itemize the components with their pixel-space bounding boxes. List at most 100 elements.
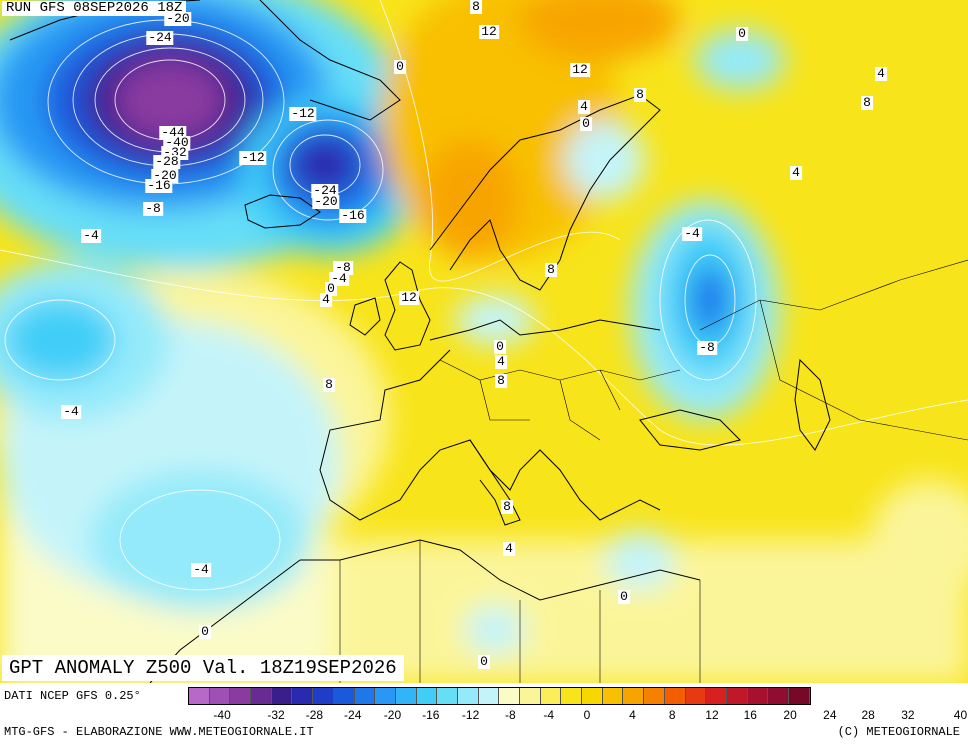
anomaly-map (0, 0, 968, 683)
contour-label: 12 (570, 62, 590, 77)
credit-right: (C) METEOGIORNALE (837, 725, 960, 739)
contour-label: -4 (191, 562, 211, 577)
color-swatch (313, 688, 334, 704)
scale-tick-label: -8 (504, 708, 516, 722)
contour-label: 8 (470, 0, 482, 14)
map-title: GPT ANOMALY Z500 Val. 18Z19SEP2026 (2, 655, 404, 681)
scale-tick-label: -16 (422, 708, 440, 722)
color-scale-ticks: -40 -32 -28 -24 -20 -16 -12 -8 -4 0 4 8 12 16 20 24 28 32… (188, 708, 968, 722)
contour-label: 8 (495, 373, 507, 388)
western-europe-coast (319, 319, 661, 521)
color-scale (188, 687, 811, 705)
contour-label: 8 (634, 87, 646, 102)
scale-tick-label: 8 (668, 708, 676, 722)
contour-label: -24 (146, 30, 174, 45)
scale-tick-label: -12 (461, 708, 480, 722)
scale-tick-label: 16 (743, 708, 757, 722)
contour-label: -24 (311, 183, 339, 198)
scale-tick-label: 20 (783, 708, 797, 722)
britain-coast (384, 261, 431, 351)
contour-label: 4 (875, 66, 887, 81)
contour-label: 0 (394, 59, 406, 74)
scale-tick-label: 24 (823, 708, 837, 722)
color-swatch (416, 688, 438, 704)
contour-label: -16 (145, 178, 173, 193)
contour-label: 12 (479, 24, 499, 39)
contour-label: 8 (861, 95, 873, 110)
scale-tick-label: 4 (629, 708, 636, 722)
color-swatch (520, 688, 541, 704)
contour-label: -28 (153, 154, 181, 169)
scale-tick-label: -32 (267, 708, 285, 722)
color-swatch (251, 688, 272, 704)
contour-label: -20 (312, 194, 340, 209)
contour-label: -4 (682, 226, 702, 241)
contour-label: 0 (736, 26, 748, 41)
contour-label: -4 (81, 228, 101, 243)
color-swatch (395, 688, 417, 704)
contour-label: 4 (320, 292, 332, 307)
run-info: RUN GFS 08SEP2026 18Z (2, 1, 187, 16)
legend-bar: DATI NCEP GFS 0.25° -40 -32 -28 -24 -20 -16 -1… (0, 683, 968, 745)
color-swatch (685, 688, 707, 704)
contour-label: -20 (164, 11, 192, 26)
color-swatch (788, 688, 810, 704)
contour-label: 0 (199, 624, 211, 639)
scandinavia-coast (429, 94, 661, 291)
color-swatch (644, 688, 665, 704)
credit-left: MTG-GFS - ELABORAZIONE WWW.METEOGIORNALE… (4, 725, 314, 739)
contour-label: 0 (494, 339, 506, 354)
scale-tick-label: 12 (705, 708, 719, 722)
ireland-coast (349, 297, 381, 336)
scale-tick-label: 28 (861, 708, 875, 722)
color-swatch (747, 688, 769, 704)
color-swatch (602, 688, 624, 704)
color-swatch (706, 688, 727, 704)
italy (469, 439, 521, 526)
contour-label: 4 (503, 541, 515, 556)
caspian-sea (794, 358, 831, 451)
color-swatch (768, 688, 789, 704)
scale-tick-label: -20 (383, 708, 402, 722)
color-swatch (375, 688, 396, 704)
contour-label: 4 (495, 354, 507, 369)
contour-label: -4 (61, 404, 81, 419)
scale-tick-label: -40 (213, 708, 231, 722)
contour-label: -8 (697, 340, 717, 355)
contour-label: -8 (143, 201, 163, 216)
contour-label: 4 (578, 99, 590, 114)
color-swatch (623, 688, 645, 704)
anomaly-field (0, 0, 968, 683)
contour-label: 12 (399, 290, 419, 305)
color-swatch (561, 688, 583, 704)
color-swatch (354, 688, 376, 704)
color-swatch (230, 688, 252, 704)
contour-label: -12 (289, 106, 317, 121)
color-swatch (582, 688, 603, 704)
color-swatch (664, 688, 686, 704)
scale-tick-label: -28 (305, 708, 324, 722)
scale-tick-label: 0 (583, 708, 591, 722)
color-swatch (189, 688, 210, 704)
scale-tick-label: 40 (953, 708, 968, 722)
contour-label: 0 (478, 654, 490, 669)
black-sea (639, 409, 741, 451)
contour-label: 4 (790, 165, 802, 180)
color-swatch (292, 688, 314, 704)
scale-tick-label: 32 (901, 708, 915, 722)
color-swatch (271, 688, 293, 704)
contour-label: 8 (501, 499, 513, 514)
color-swatch (209, 688, 231, 704)
scale-tick-label: -24 (344, 708, 362, 722)
contour-label: -16 (339, 208, 367, 223)
color-swatch (437, 688, 458, 704)
contour-label: 0 (618, 589, 630, 604)
contour-label: -12 (239, 150, 267, 165)
color-swatch (333, 688, 355, 704)
data-source: DATI NCEP GFS 0.25° (4, 689, 141, 703)
contour-label: 0 (580, 116, 592, 131)
contour-label: -8 (333, 260, 353, 275)
borders (339, 259, 968, 683)
scale-tick-label: -4 (543, 708, 555, 722)
color-swatch (457, 688, 479, 704)
